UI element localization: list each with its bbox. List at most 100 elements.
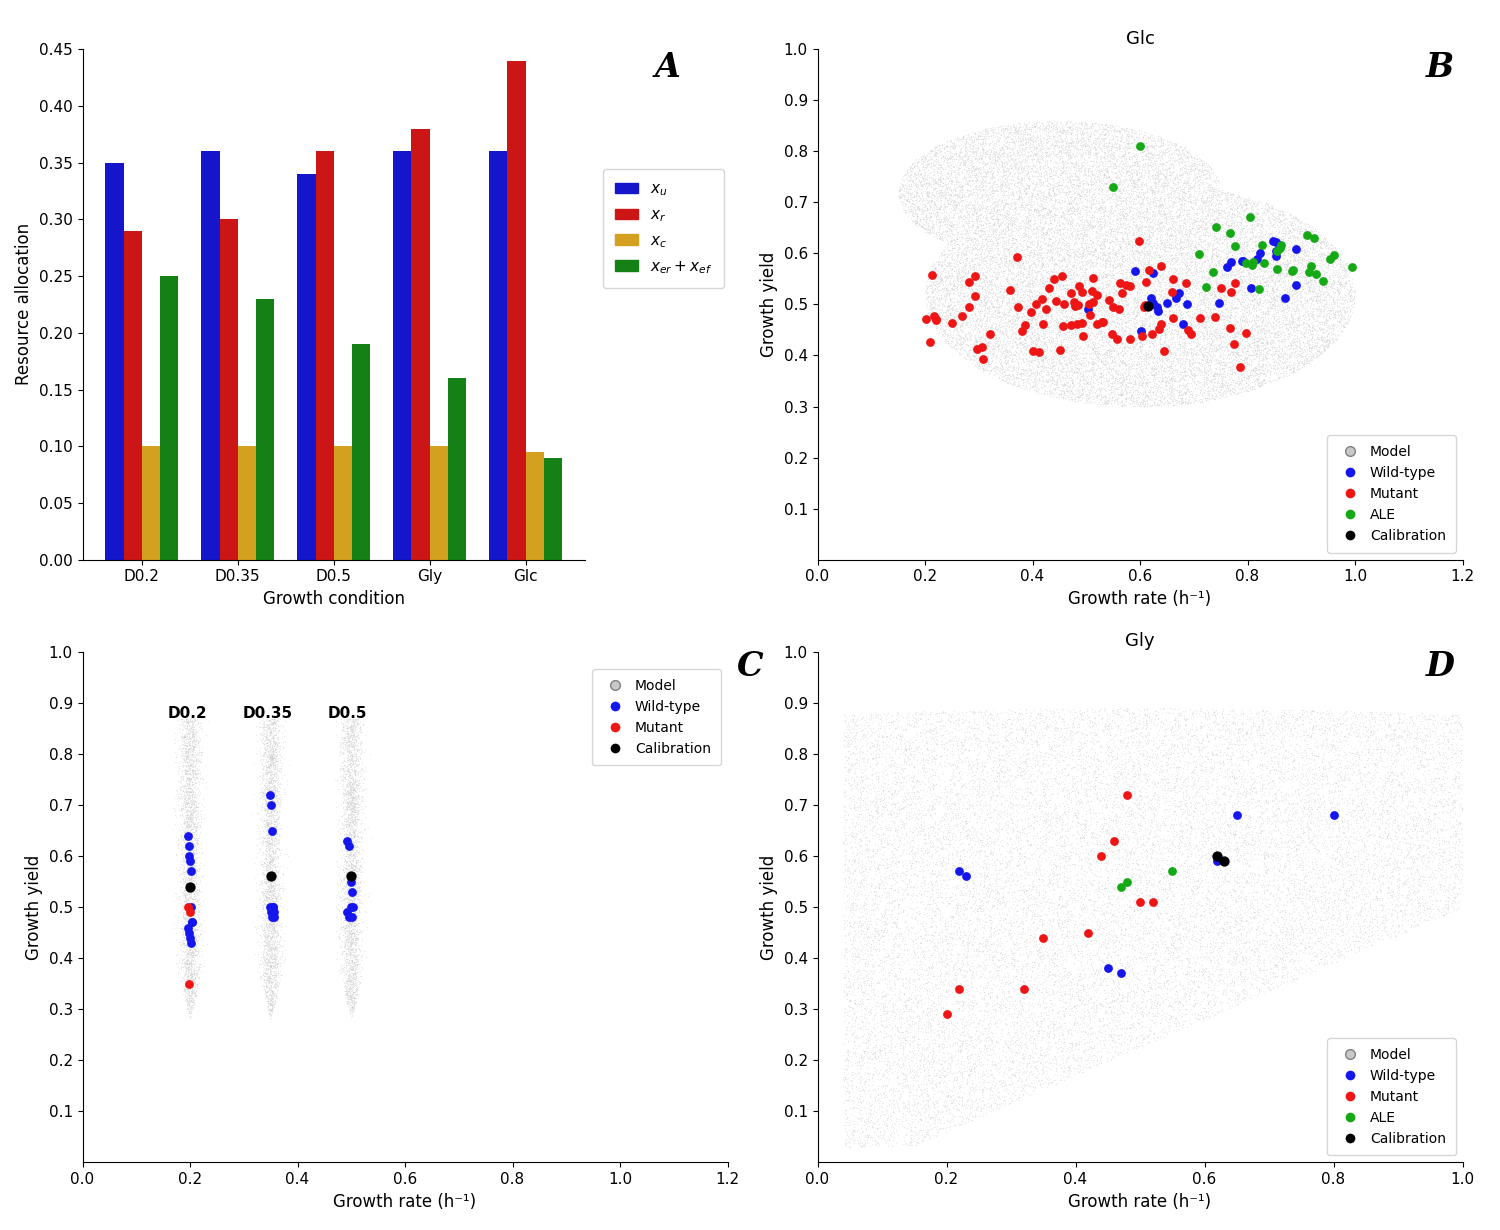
Point [1119, 287, 1143, 306]
Point [1041, 332, 1065, 352]
Point [1250, 333, 1274, 353]
Point [255, 754, 279, 774]
Point [1026, 343, 1050, 363]
Point [1128, 820, 1152, 840]
Point [1122, 351, 1146, 370]
Point [1184, 155, 1208, 175]
Point [1072, 112, 1096, 132]
Point [1398, 909, 1422, 929]
Point [1167, 385, 1191, 405]
Point [1150, 321, 1174, 341]
Point [1014, 118, 1038, 138]
Point [1322, 271, 1346, 290]
Point [1082, 306, 1106, 326]
Point [994, 1080, 1018, 1100]
Point [270, 774, 294, 793]
Point [176, 868, 200, 888]
Point [1044, 290, 1068, 310]
Point [1008, 172, 1032, 192]
Point [1382, 861, 1406, 881]
Point [1292, 323, 1316, 343]
Point [1203, 706, 1227, 726]
Point [1028, 905, 1051, 925]
Point [178, 812, 203, 831]
Point [1124, 226, 1148, 246]
Point [864, 754, 888, 774]
Point [934, 312, 958, 332]
Point [266, 964, 290, 984]
Point [260, 1000, 284, 1020]
Point [1218, 255, 1242, 274]
Point [1302, 317, 1326, 337]
Point [1230, 951, 1254, 970]
Point [861, 840, 885, 860]
Point [1308, 253, 1332, 273]
Point [1200, 240, 1224, 260]
Point [970, 129, 994, 149]
Point [950, 272, 974, 292]
Point [945, 128, 969, 148]
Point [1112, 344, 1136, 364]
Point [1029, 796, 1053, 815]
Point [176, 747, 200, 766]
Point [984, 363, 1008, 383]
Point [183, 945, 207, 964]
Point [1347, 870, 1371, 889]
Point [1280, 734, 1304, 754]
Point [1246, 328, 1270, 348]
Point [1228, 914, 1252, 934]
Point [1125, 207, 1149, 226]
Point [996, 365, 1020, 385]
Point [1010, 188, 1034, 208]
Point [1072, 367, 1096, 386]
Point [180, 764, 204, 784]
Point [338, 731, 362, 750]
Point [1359, 768, 1383, 787]
Point [1044, 934, 1068, 953]
Point [1215, 381, 1239, 401]
Point [1023, 245, 1047, 264]
Point [1206, 1002, 1230, 1022]
Point [1053, 856, 1077, 876]
Point [1302, 825, 1326, 845]
Point [256, 760, 280, 780]
Point [840, 705, 864, 724]
Point [1017, 353, 1041, 373]
Point [1030, 208, 1054, 228]
Point [1120, 193, 1144, 213]
Point [178, 931, 203, 951]
Point [921, 1095, 945, 1114]
Point [252, 780, 276, 800]
Point [170, 798, 194, 818]
Point [1010, 753, 1034, 772]
Point [980, 160, 1004, 180]
Point [1190, 391, 1214, 411]
Point [1330, 713, 1354, 733]
Point [974, 266, 998, 285]
Point [170, 745, 194, 765]
Point [1095, 371, 1119, 391]
Point [340, 775, 364, 795]
Point [1328, 319, 1352, 338]
Point [1126, 298, 1150, 317]
Point [1074, 181, 1098, 200]
Point [1148, 378, 1172, 397]
Point [1022, 333, 1046, 353]
Point [1044, 375, 1068, 395]
Point [1002, 310, 1026, 330]
Point [936, 1048, 960, 1068]
Point [1353, 803, 1377, 823]
Point [1148, 843, 1172, 862]
Point [992, 1070, 1016, 1090]
Point [1114, 263, 1138, 283]
Point [950, 261, 974, 280]
Point [1221, 721, 1245, 740]
Point [1112, 208, 1136, 228]
Point [174, 947, 198, 967]
Point [1137, 368, 1161, 387]
Point [1278, 214, 1302, 234]
Point [1065, 151, 1089, 171]
Point [1056, 135, 1080, 155]
Point [1048, 323, 1072, 343]
Point [946, 1076, 970, 1096]
